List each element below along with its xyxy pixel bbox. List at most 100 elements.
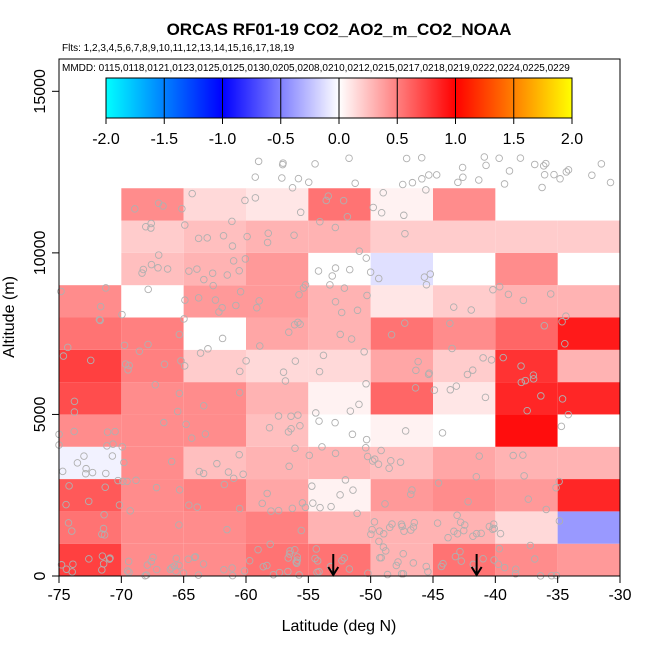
sample-point: [62, 500, 70, 509]
heatmap-cell: [59, 382, 122, 415]
x-axis-title: Latitude (deg N): [282, 618, 397, 635]
sample-point: [200, 275, 208, 284]
sample-point: [102, 469, 110, 478]
sample-point: [204, 345, 212, 353]
sample-point: [341, 476, 350, 484]
sample-point: [120, 458, 128, 467]
sample-point: [562, 312, 570, 320]
y-tick-label: 0: [32, 571, 49, 580]
sample-point: [274, 412, 283, 420]
sample-point: [432, 171, 441, 179]
heatmap-cell: [246, 511, 309, 544]
sample-point: [185, 267, 193, 275]
sample-point: [151, 381, 160, 389]
sample-point: [285, 462, 293, 471]
sample-point: [385, 464, 393, 472]
sample-point: [407, 490, 415, 499]
sample-point: [459, 173, 467, 182]
sample-point: [408, 178, 417, 187]
sample-point: [103, 428, 112, 436]
sample-point: [422, 186, 430, 194]
sample-point: [99, 560, 108, 568]
sample-point: [291, 546, 299, 554]
sample-point: [243, 232, 251, 241]
sample-point: [100, 511, 108, 519]
sample-point: [511, 569, 520, 578]
sample-point: [490, 556, 498, 564]
sample-point: [517, 378, 526, 387]
sample-point: [96, 302, 105, 311]
y-tick-label: 15000: [32, 69, 49, 114]
heatmap-cell: [183, 188, 246, 221]
sample-point: [346, 407, 355, 415]
sample-point: [119, 477, 127, 486]
sample-point: [370, 518, 379, 526]
sample-point: [355, 400, 363, 409]
sample-point: [379, 530, 388, 538]
y-axis-title: Altitude (m): [1, 276, 18, 358]
heatmap-cell: [308, 543, 371, 576]
sample-point: [542, 159, 550, 168]
sample-point: [70, 408, 79, 416]
sample-point: [118, 310, 126, 319]
sample-point: [290, 231, 298, 239]
sample-point: [376, 554, 384, 562]
sample-point: [235, 504, 244, 513]
sample-point: [201, 430, 210, 438]
sample-point: [263, 561, 271, 570]
sample-point: [57, 287, 65, 296]
sample-point: [274, 506, 283, 515]
heatmap-cell: [246, 220, 309, 253]
sample-point: [375, 537, 383, 546]
sample-point: [377, 209, 386, 217]
sample-point: [394, 558, 402, 566]
heatmap-cell: [246, 349, 309, 383]
sample-point: [562, 168, 571, 176]
sample-point: [70, 397, 79, 406]
sample-point: [301, 281, 310, 289]
heatmap-cell: [370, 349, 433, 383]
heatmap-cell: [121, 220, 184, 253]
sample-point: [410, 518, 419, 527]
sample-point: [125, 361, 133, 370]
sample-point: [452, 382, 461, 390]
colorbar: -2.0 -1.5 -1.0 -0.5 0.0 0.5 1.0 1.5 2.0: [92, 77, 583, 148]
heatmap-cell: [308, 349, 371, 383]
sample-point: [295, 571, 303, 579]
sample-point: [366, 268, 375, 276]
sample-point: [529, 371, 538, 379]
sample-point: [316, 217, 324, 226]
sample-point: [328, 272, 336, 280]
sample-point: [481, 393, 490, 402]
sample-point: [487, 356, 496, 364]
sample-point: [331, 297, 340, 306]
sample-point: [409, 559, 418, 567]
sample-point: [597, 160, 606, 168]
sample-point: [461, 521, 469, 529]
sample-point: [311, 554, 319, 563]
sample-point: [84, 497, 93, 506]
sample-point: [236, 288, 245, 296]
heatmap-cell: [246, 285, 309, 318]
sample-point: [368, 525, 376, 534]
sample-point: [523, 406, 531, 415]
sample-point: [185, 501, 193, 509]
sample-point: [304, 178, 313, 186]
sample-point: [500, 563, 509, 572]
heatmap-cell: [308, 285, 371, 318]
heatmap-cell: [557, 479, 620, 512]
heatmap-cell: [433, 285, 496, 318]
sample-point: [251, 194, 260, 202]
sample-point: [347, 335, 356, 343]
sample-point: [228, 217, 236, 226]
sample-point: [362, 254, 371, 262]
sample-point: [264, 229, 272, 238]
sample-point: [199, 560, 208, 568]
sample-point: [177, 357, 185, 365]
sample-point: [288, 504, 297, 513]
sample-point: [370, 455, 379, 463]
sample-point: [232, 301, 240, 310]
sample-point: [409, 523, 418, 531]
sample-point: [279, 368, 288, 376]
x-tick-label: -65: [172, 587, 195, 604]
